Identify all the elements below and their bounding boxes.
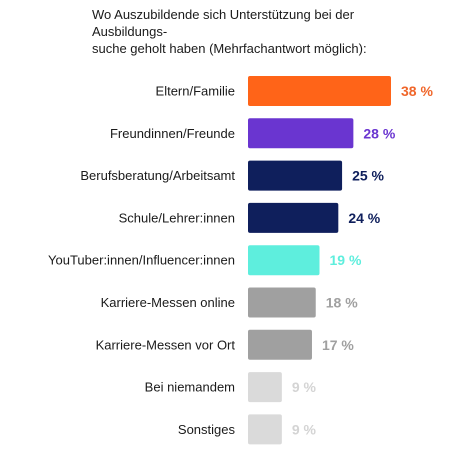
category-label: YouTuber:innen/Influencer:innen [48,253,235,268]
category-label: Sonstiges [178,422,236,437]
chart-title-line-2: suche geholt haben (Mehrfachantwort mögl… [92,41,367,56]
bar [248,372,282,403]
bar [248,245,320,276]
value-label: 9 % [292,379,317,395]
bar [248,329,312,360]
category-label: Karriere-Messen online [101,295,235,310]
value-label: 17 % [322,337,354,353]
chart-title-line-1: Wo Auszubildende sich Unterstützung bei … [92,7,355,39]
bars-group: Eltern/Familie 38 % Freundinnen/Freunde 28 … [48,76,433,445]
category-label: Bei niemandem [145,380,235,395]
category-label: Berufsberatung/Arbeitsamt [80,168,235,183]
chart-title: Wo Auszubildende sich Unterstützung bei … [92,6,432,57]
value-label: 28 % [363,125,395,141]
value-label: 9 % [292,421,317,437]
bar [248,160,343,191]
category-label: Eltern/Familie [156,84,235,99]
bar [248,76,391,106]
bar [248,202,339,233]
category-label: Freundinnen/Freunde [110,126,235,141]
value-label: 24 % [348,210,380,226]
bar [248,118,354,149]
bar [248,287,316,318]
value-label: 18 % [326,295,358,311]
value-label: 38 % [401,83,433,99]
value-label: 25 % [352,168,384,184]
value-label: 19 % [330,252,362,268]
category-label: Schule/Lehrer:innen [119,210,235,225]
category-label: Karriere-Messen vor Ort [96,337,236,352]
bar [248,414,282,445]
